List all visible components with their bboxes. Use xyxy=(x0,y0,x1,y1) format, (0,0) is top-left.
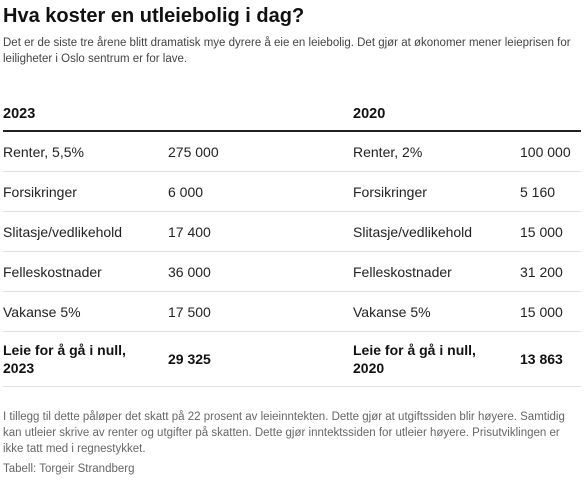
table-row: Renter, 5,5% 275 000 Renter, 2% 100 000 xyxy=(3,132,581,172)
source-credit: Tabell: Torgeir Strandberg xyxy=(3,463,135,475)
table-header: 2023 2020 xyxy=(3,92,581,132)
row-label-2023: Felleskostnader xyxy=(3,263,102,280)
table-row: Forsikringer 6 000 Forsikringer 5 160 xyxy=(3,172,581,212)
row-value-2020: 15 000 xyxy=(520,303,563,320)
row-label-2023: Renter, 5,5% xyxy=(3,143,84,160)
row-label-2020: Felleskostnader xyxy=(353,263,452,280)
total-value-2023: 29 325 xyxy=(168,351,211,367)
cost-table: 2023 2020 Renter, 5,5% 275 000 Renter, 2… xyxy=(3,92,581,387)
row-value-2023: 6 000 xyxy=(168,183,204,200)
footnote-text: I tillegg til dette påløper det skatt på… xyxy=(3,411,565,455)
row-value-2020: 5 160 xyxy=(520,183,556,200)
row-label-2023: Vakanse 5% xyxy=(3,303,81,320)
total-label-2023: Leie for å gå i null, 2023 xyxy=(3,342,126,376)
row-label-2020: Slitasje/vedlikehold xyxy=(353,223,473,240)
total-value-2020: 13 863 xyxy=(520,351,563,367)
row-value-2023: 275 000 xyxy=(168,143,219,160)
row-value-2023: 17 500 xyxy=(168,303,211,320)
row-value-2023: 17 400 xyxy=(168,223,211,240)
row-label-2020: Renter, 2% xyxy=(353,143,423,160)
row-label-2020: Vakanse 5% xyxy=(353,303,431,320)
table-row: Vakanse 5% 17 500 Vakanse 5% 15 000 xyxy=(3,292,581,332)
lede-text: Det er de siste tre årene blitt dramatis… xyxy=(3,37,571,65)
table-row: Slitasje/vedlikehold 17 400 Slitasje/ved… xyxy=(3,212,581,252)
row-value-2020: 100 000 xyxy=(520,143,571,160)
row-label-2020: Forsikringer xyxy=(353,183,427,200)
header-2023: 2023 xyxy=(3,106,36,122)
total-label-2020: Leie for å gå i null, 2020 xyxy=(353,342,476,376)
row-label-2023: Forsikringer xyxy=(3,183,77,200)
row-value-2020: 31 200 xyxy=(520,263,563,280)
row-value-2020: 15 000 xyxy=(520,223,563,240)
row-label-2023: Slitasje/vedlikehold xyxy=(3,223,123,240)
page-title: Hva koster en utleiebolig i dag? xyxy=(3,5,305,27)
header-2020: 2020 xyxy=(353,106,386,122)
table-row-total: Leie for å gå i null, 2023 29 325 Leie f… xyxy=(3,332,581,387)
row-value-2023: 36 000 xyxy=(168,263,211,280)
table-row: Felleskostnader 36 000 Felleskostnader 3… xyxy=(3,252,581,292)
